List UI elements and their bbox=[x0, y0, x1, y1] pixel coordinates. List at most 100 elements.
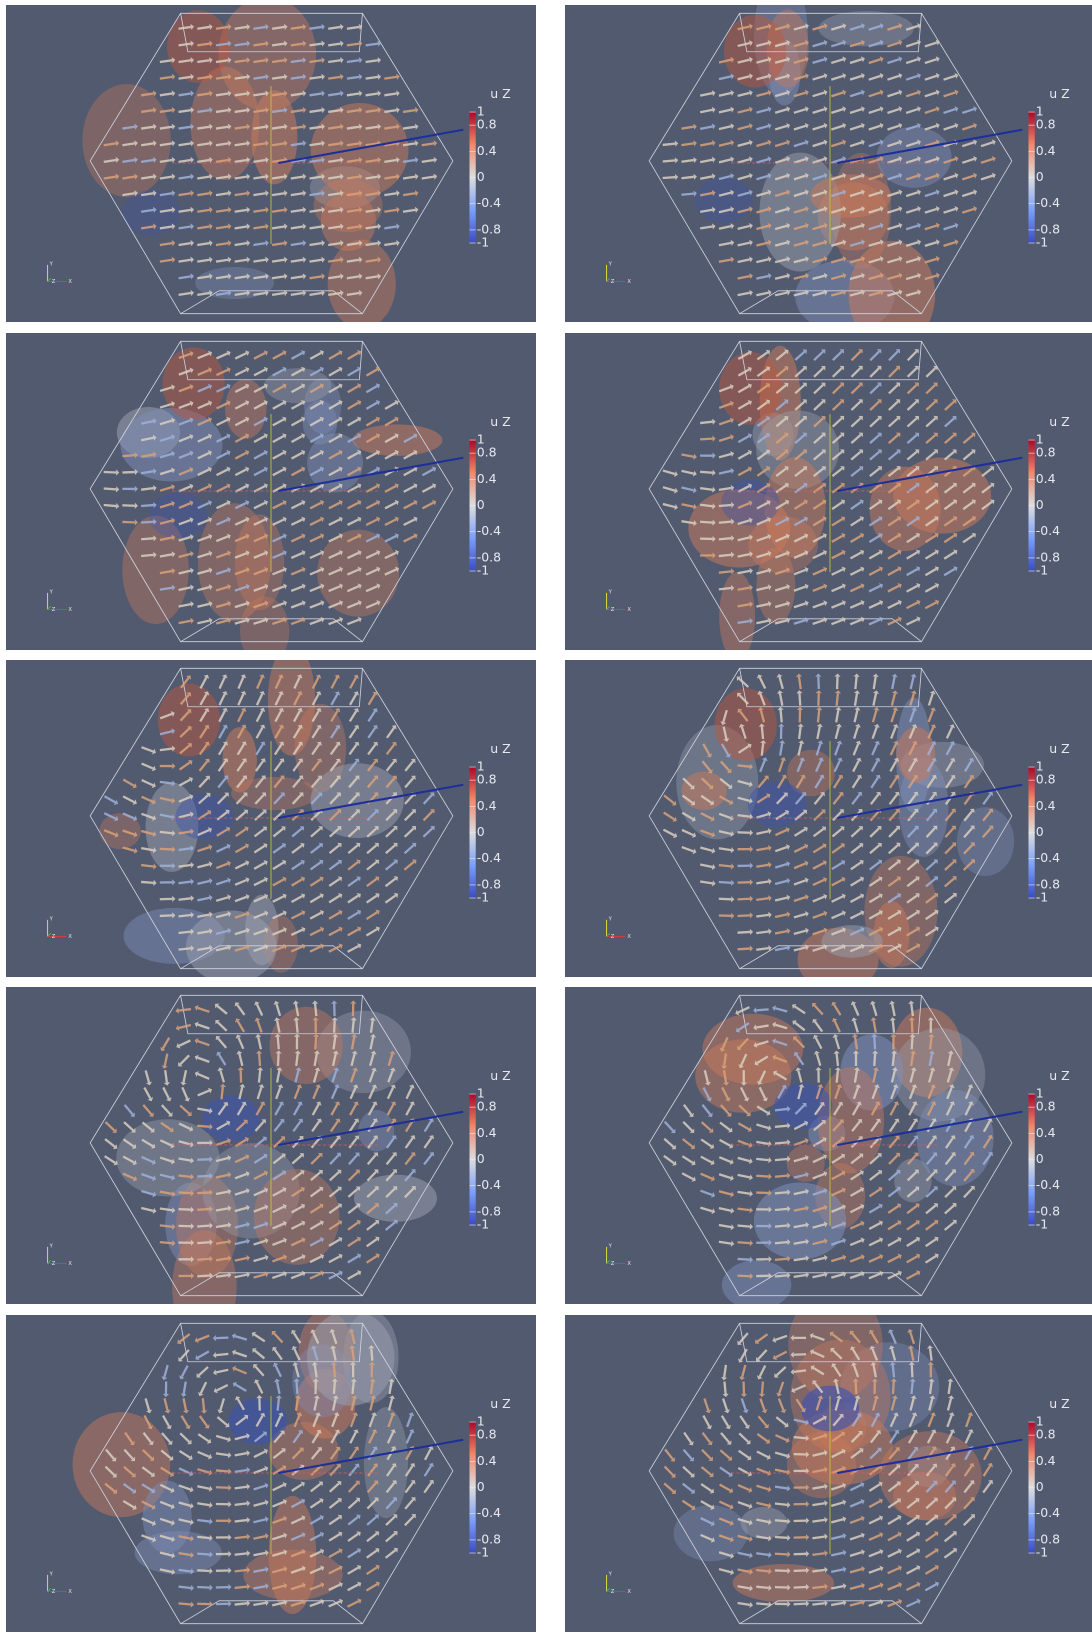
arrow-head bbox=[805, 1205, 810, 1212]
arrow-head bbox=[271, 1331, 277, 1336]
arrow-head bbox=[310, 1329, 316, 1334]
velocity-arrow bbox=[330, 1086, 338, 1100]
arrow-head bbox=[414, 173, 419, 180]
arrow-head bbox=[332, 1033, 339, 1038]
arrow-head bbox=[377, 190, 382, 197]
vortex-core bbox=[202, 1095, 261, 1142]
velocity-arrow bbox=[178, 1039, 191, 1047]
velocity-arrow bbox=[812, 568, 825, 576]
velocity-arrow bbox=[103, 175, 117, 180]
arrow-head bbox=[726, 1112, 732, 1117]
velocity-arrow bbox=[945, 743, 954, 756]
arrow-head bbox=[786, 1469, 791, 1476]
triad-label: Z bbox=[611, 607, 615, 613]
arrow-head bbox=[226, 400, 231, 406]
arrow-head bbox=[227, 894, 232, 901]
arrow-head bbox=[768, 1272, 772, 1279]
velocity-arrow bbox=[924, 601, 937, 610]
velocity-arrow bbox=[774, 224, 788, 231]
arrow-head bbox=[297, 724, 303, 730]
arrow-head bbox=[317, 1447, 323, 1452]
velocity-arrow bbox=[924, 124, 938, 131]
arrow-head bbox=[190, 1601, 195, 1608]
velocity-arrow bbox=[404, 1465, 414, 1477]
velocity-arrow bbox=[982, 1153, 992, 1166]
arrow-head bbox=[134, 485, 138, 493]
arrow-head bbox=[282, 1187, 287, 1193]
velocity-arrow bbox=[328, 42, 341, 47]
velocity-arrow bbox=[178, 435, 191, 443]
velocity-arrow bbox=[217, 777, 227, 789]
arrow-head bbox=[787, 1189, 791, 1196]
arrow-head bbox=[747, 466, 752, 473]
arrow-head bbox=[281, 826, 286, 832]
velocity-arrow bbox=[310, 810, 321, 822]
velocity-arrow bbox=[215, 208, 229, 213]
arrow-head bbox=[264, 1187, 269, 1194]
velocity-arrow bbox=[905, 224, 919, 231]
velocity-arrow bbox=[723, 1381, 727, 1395]
velocity-arrow bbox=[869, 400, 881, 411]
arrow-head bbox=[256, 1050, 263, 1054]
velocity-arrow bbox=[215, 946, 229, 952]
arrow-head bbox=[153, 535, 157, 542]
arrow-head bbox=[396, 240, 400, 247]
arrow-head bbox=[227, 1221, 232, 1229]
arrow-head bbox=[908, 1361, 915, 1366]
arrow-head bbox=[376, 566, 381, 573]
arrow-head bbox=[879, 289, 884, 296]
arrow-head bbox=[240, 707, 247, 712]
velocity-arrow bbox=[215, 585, 229, 592]
arrow-head bbox=[186, 675, 192, 680]
arrow-head bbox=[282, 449, 287, 456]
velocity-arrow bbox=[160, 1121, 172, 1131]
velocity-arrow bbox=[831, 878, 844, 887]
velocity-arrow bbox=[234, 25, 248, 30]
arrow-head bbox=[729, 400, 734, 407]
velocity-arrow bbox=[178, 1140, 192, 1146]
arrow-head bbox=[190, 550, 194, 557]
velocity-arrow bbox=[812, 291, 825, 297]
arrow-head bbox=[282, 1465, 287, 1471]
arrow-head bbox=[375, 499, 381, 506]
velocity-arrow bbox=[887, 945, 900, 953]
velocity-arrow bbox=[756, 535, 769, 542]
arrow-head bbox=[802, 415, 807, 421]
velocity-arrow bbox=[275, 1381, 281, 1395]
velocity-arrow bbox=[681, 142, 694, 147]
velocity-arrow bbox=[814, 776, 823, 789]
arrow-head bbox=[898, 172, 903, 179]
velocity-arrow bbox=[812, 827, 825, 838]
velocity-arrow bbox=[906, 450, 918, 461]
arrow-head bbox=[954, 122, 959, 129]
arrow-head bbox=[429, 792, 435, 797]
arrow-head bbox=[319, 449, 324, 456]
arrow-head bbox=[222, 741, 229, 746]
arrow-head bbox=[841, 600, 846, 606]
velocity-arrow bbox=[831, 1155, 844, 1164]
arrow-head bbox=[209, 1518, 213, 1525]
arrow-head bbox=[115, 156, 120, 164]
arrow-head bbox=[786, 56, 791, 63]
arrow-head bbox=[171, 728, 176, 735]
velocity-arrow bbox=[234, 1452, 248, 1457]
arrow-head bbox=[293, 1033, 301, 1037]
arrow-head bbox=[934, 582, 939, 589]
arrow-head bbox=[812, 1380, 818, 1385]
velocity-arrow bbox=[778, 759, 785, 773]
arrow-head bbox=[356, 1203, 361, 1209]
velocity-arrow bbox=[872, 1020, 877, 1033]
velocity-arrow bbox=[199, 693, 208, 706]
velocity-arrow bbox=[718, 847, 732, 852]
velocity-arrow bbox=[178, 1518, 192, 1524]
velocity-arrow bbox=[889, 743, 898, 756]
velocity-arrow bbox=[737, 468, 750, 477]
arrow-head bbox=[786, 844, 790, 851]
arrow-head bbox=[338, 566, 343, 573]
velocity-arrow bbox=[832, 810, 843, 822]
arrow-head bbox=[227, 944, 232, 951]
arrow-head bbox=[784, 499, 790, 505]
velocity-arrow bbox=[122, 454, 135, 458]
arrow-head bbox=[355, 1480, 360, 1486]
arrow-head bbox=[358, 57, 363, 64]
